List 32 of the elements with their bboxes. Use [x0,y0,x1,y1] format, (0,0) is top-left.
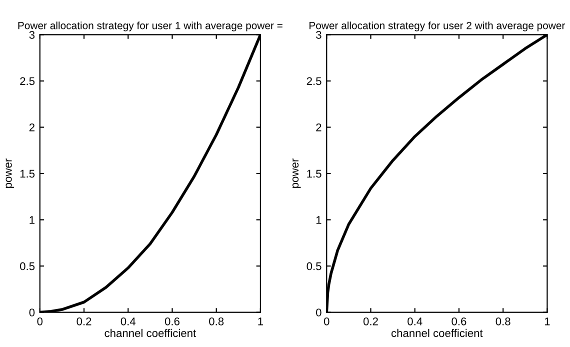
y-tick-label: 3 [29,30,35,39]
x-tick-label: 1 [544,318,550,326]
y-tick-label: 0 [316,308,322,316]
y-tick-label: 0.5 [306,262,322,270]
x-tick-label: 0.6 [452,317,466,326]
x-tick-label: 0.4 [408,317,422,326]
x-axis-title: channel coefficient [391,328,483,338]
y-tick-label: 1 [30,216,34,224]
y-tick-label: 1.5 [307,170,322,178]
x-tick-label: 0.2 [76,317,92,326]
y-tick-label: 1 [316,216,322,224]
y-tick-label: 0 [29,308,35,316]
y-axis-title: power [292,158,301,188]
y-tick-label: 1.5 [20,170,35,178]
x-tick-label: 0.8 [496,317,510,326]
chart-title: Power allocation strategy for user 1 with average power = [18,22,282,32]
y-tick-label: 0.5 [20,262,35,270]
x-tick-label: 0.4 [120,317,136,326]
x-tick-label: 0.2 [363,317,378,326]
x-tick-label: 0.6 [164,317,180,326]
y-tick-label: 2 [316,124,322,132]
chart-title: Power allocation strategy for user 2 with average power [310,22,565,32]
y-tick-label: 3 [316,30,322,39]
y-tick-label: 2 [29,124,34,132]
x-tick-label: 0 [37,317,43,326]
y-tick-label: 2.5 [20,77,35,86]
x-tick-label: 0.8 [209,317,224,326]
y-axis-title: power [6,158,14,188]
x-tick-label: 1 [258,318,264,326]
x-tick-label: 0 [324,317,330,326]
x-axis-title: channel coefficient [104,328,196,338]
y-tick-label: 2.5 [306,77,322,86]
